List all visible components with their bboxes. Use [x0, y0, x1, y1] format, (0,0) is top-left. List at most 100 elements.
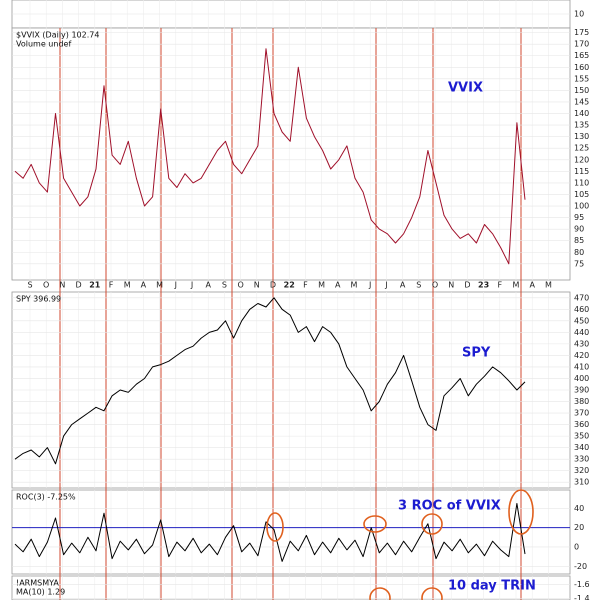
- y-tick-label: 75: [574, 259, 584, 268]
- highlight-circle: [508, 489, 534, 535]
- x-tick-label: J: [384, 281, 387, 290]
- x-tick-label: M: [351, 281, 358, 290]
- y-tick-label: 370: [574, 409, 589, 418]
- x-tick-label: A: [529, 281, 535, 290]
- x-tick-label: D: [464, 281, 470, 290]
- series-line: [14, 48, 526, 265]
- y-tick-label: 145: [574, 97, 589, 106]
- panel-title: SPY 396.99: [16, 295, 61, 304]
- y-tick-label: 460: [574, 305, 589, 314]
- y-tick-label: 125: [574, 144, 589, 153]
- x-tick-label: M: [318, 281, 325, 290]
- y-tick-label: 410: [574, 362, 589, 371]
- x-tick-label: A: [400, 281, 406, 290]
- highlight-circle: [421, 513, 443, 535]
- x-tick-label: D: [270, 281, 276, 290]
- highlight-circle: [266, 512, 284, 542]
- x-tick-label: N: [448, 281, 454, 290]
- y-tick-label: 110: [574, 178, 589, 187]
- y-tick-label: 95: [574, 213, 584, 222]
- y-tick-label: 40: [574, 504, 584, 513]
- panel-frame: [11, 27, 571, 281]
- series-line: [14, 297, 526, 465]
- series-line: [14, 503, 526, 562]
- y-tick-label: 430: [574, 339, 589, 348]
- y-tick-label: 420: [574, 351, 589, 360]
- y-tick-label: -1.6: [574, 580, 590, 589]
- x-tick-label: D: [76, 281, 82, 290]
- panel-subtitle: MA(10) 1.29: [16, 588, 65, 597]
- x-tick-label: 22: [284, 281, 295, 290]
- highlight-circle: [363, 515, 387, 533]
- x-tick-label: O: [43, 281, 49, 290]
- panel-frame: [11, 575, 571, 600]
- y-tick-label: 320: [574, 466, 589, 475]
- highlight-circle: [421, 587, 443, 600]
- y-tick-label: 115: [574, 167, 589, 176]
- y-tick-label: 100: [574, 202, 589, 211]
- x-tick-label: S: [27, 281, 32, 290]
- panel-title: ROC(3) -7.25%: [16, 493, 76, 502]
- y-tick-label: 155: [574, 74, 589, 83]
- x-tick-label: S: [222, 281, 227, 290]
- y-tick-label: 135: [574, 121, 589, 130]
- x-tick-label: M: [545, 281, 552, 290]
- y-tick-label: 360: [574, 420, 589, 429]
- annotation: 10 day TRIN: [448, 579, 536, 594]
- y-tick-label: 390: [574, 386, 589, 395]
- x-tick-label: F: [303, 281, 308, 290]
- x-tick-label: A: [335, 281, 341, 290]
- y-tick-label: 140: [574, 109, 589, 118]
- x-tick-label: J: [174, 281, 177, 290]
- y-tick-label: 130: [574, 132, 589, 141]
- y-tick-label: 330: [574, 455, 589, 464]
- y-tick-label: 20: [574, 523, 584, 532]
- panel-frame: [11, 489, 571, 575]
- annotation: VVIX: [448, 81, 483, 96]
- y-tick-label: 85: [574, 236, 584, 245]
- y-tick-label: 170: [574, 40, 589, 49]
- x-tick-label: M: [156, 281, 163, 290]
- y-tick-label: 450: [574, 316, 589, 325]
- y-tick-label: 175: [574, 28, 589, 37]
- y-tick-label: 10: [574, 10, 584, 19]
- y-tick-label: 350: [574, 432, 589, 441]
- y-tick-label: 470: [574, 293, 589, 302]
- y-tick-label: 400: [574, 374, 589, 383]
- highlight-circle: [369, 587, 391, 600]
- y-tick-label: 340: [574, 443, 589, 452]
- y-tick-label: 0: [574, 542, 579, 551]
- x-tick-label: F: [497, 281, 502, 290]
- annotation: 3 ROC of VVIX: [398, 499, 501, 514]
- y-tick-label: 150: [574, 86, 589, 95]
- x-tick-label: A: [141, 281, 147, 290]
- x-tick-label: O: [432, 281, 438, 290]
- y-tick-label: 120: [574, 155, 589, 164]
- y-tick-label: 380: [574, 397, 589, 406]
- y-tick-label: 440: [574, 328, 589, 337]
- panel-title: !ARMSMYA: [16, 579, 59, 588]
- x-tick-label: M: [124, 281, 131, 290]
- y-tick-label: 105: [574, 190, 589, 199]
- x-tick-label: F: [109, 281, 114, 290]
- y-tick-label: -1.4: [574, 594, 590, 600]
- x-tick-label: 23: [478, 281, 489, 290]
- panel-subtitle: Volume undef: [16, 40, 71, 49]
- x-tick-label: N: [59, 281, 65, 290]
- x-tick-label: M: [513, 281, 520, 290]
- y-tick-label: 80: [574, 248, 584, 257]
- x-tick-label: J: [368, 281, 371, 290]
- x-tick-label: S: [416, 281, 421, 290]
- annotation: SPY: [462, 346, 491, 361]
- x-tick-label: N: [254, 281, 260, 290]
- x-tick-label: J: [190, 281, 193, 290]
- x-tick-label: O: [237, 281, 243, 290]
- y-tick-label: 310: [574, 478, 589, 487]
- y-tick-label: 90: [574, 225, 584, 234]
- y-tick-label: 160: [574, 63, 589, 72]
- panel-title: $VVIX (Daily) 102.74: [16, 31, 99, 40]
- y-tick-label: -20: [574, 562, 587, 571]
- x-tick-label: 21: [89, 281, 101, 290]
- x-tick-label: A: [205, 281, 211, 290]
